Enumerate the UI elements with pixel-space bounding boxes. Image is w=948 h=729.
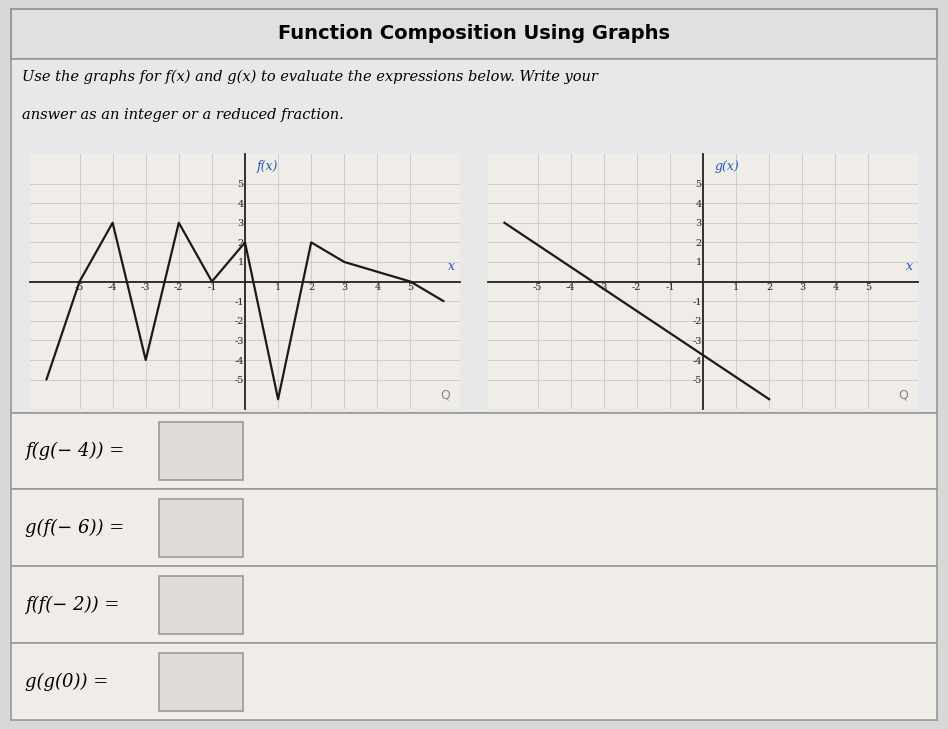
- Text: f(g(− 4)) =: f(g(− 4)) =: [26, 442, 124, 460]
- FancyBboxPatch shape: [159, 499, 243, 557]
- Text: answer as an integer or a reduced fraction.: answer as an integer or a reduced fracti…: [23, 108, 344, 122]
- FancyBboxPatch shape: [159, 652, 243, 711]
- Text: g(g(0)) =: g(g(0)) =: [26, 673, 109, 691]
- Text: g(f(− 6)) =: g(f(− 6)) =: [26, 519, 124, 537]
- FancyBboxPatch shape: [159, 422, 243, 480]
- FancyBboxPatch shape: [159, 576, 243, 634]
- Text: Function Composition Using Graphs: Function Composition Using Graphs: [278, 24, 670, 43]
- Text: Use the graphs for f(x) and g(x) to evaluate the expressions below. Write your: Use the graphs for f(x) and g(x) to eval…: [23, 69, 598, 84]
- Text: f(f(− 2)) =: f(f(− 2)) =: [26, 596, 119, 614]
